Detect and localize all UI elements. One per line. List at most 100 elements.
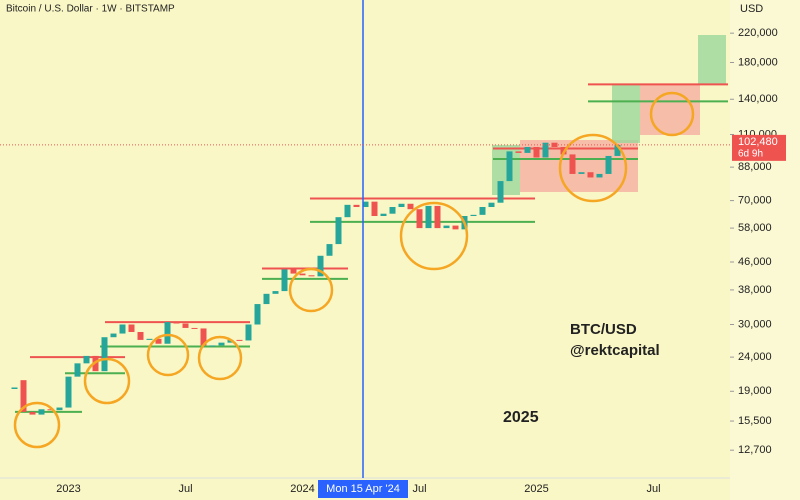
circle xyxy=(288,267,334,313)
levels xyxy=(15,83,728,413)
candle-body xyxy=(587,172,594,178)
candle-body xyxy=(425,205,432,229)
x-tick-label: 2025 xyxy=(524,483,548,495)
circle xyxy=(399,201,469,271)
candle-body xyxy=(74,363,81,377)
candle-body xyxy=(218,342,225,346)
candle-body xyxy=(11,387,18,389)
candle-body xyxy=(191,327,198,329)
candle-body xyxy=(308,275,315,277)
candle-body xyxy=(416,209,423,229)
y-tick-label: 19,000 xyxy=(738,385,772,397)
candle-body xyxy=(236,339,243,341)
candle-body xyxy=(209,345,216,347)
x-tick-label: 2024 xyxy=(290,483,314,495)
candle-body xyxy=(254,304,261,325)
x-tick-label: 2023 xyxy=(56,483,80,495)
chart-title: Bitcoin / U.S. Dollar · 1W · BITSTAMP xyxy=(6,4,175,15)
candle-body xyxy=(137,331,144,340)
y-axis: 220,000180,000140,000110,00088,00070,000… xyxy=(0,27,786,456)
y-tick-label: 140,000 xyxy=(738,93,778,105)
x-axis: 2023 Jul 2024 Jul 2025 Jul xyxy=(56,483,660,495)
y-tick-label: 15,500 xyxy=(738,415,772,427)
candle-body xyxy=(146,338,153,340)
candle-body xyxy=(164,322,171,344)
candle-body xyxy=(56,407,63,411)
y-tick-label: 46,000 xyxy=(738,256,772,268)
crosshair-label: Mon 15 Apr '24 xyxy=(326,483,400,495)
candle-body xyxy=(128,324,135,332)
last-price-label: 102,480 xyxy=(738,136,778,148)
candle-body xyxy=(119,324,126,334)
y-tick-label: 30,000 xyxy=(738,318,772,330)
candle-body xyxy=(551,142,558,147)
candle-body xyxy=(173,322,180,324)
x-tick-label: Jul xyxy=(178,483,192,495)
currency: USD xyxy=(740,3,763,15)
circle xyxy=(13,401,61,449)
candle-body xyxy=(533,146,540,158)
candle-body xyxy=(398,203,405,208)
candle-body xyxy=(245,324,252,341)
y-tick-label: 220,000 xyxy=(738,27,778,39)
candles xyxy=(11,142,621,415)
candle-body xyxy=(272,291,279,294)
y-axis-panel xyxy=(730,0,800,500)
candle-body xyxy=(452,225,459,230)
circle xyxy=(83,357,131,405)
y-tick-label: 70,000 xyxy=(738,195,772,207)
candle-body xyxy=(362,201,369,208)
candle-body xyxy=(605,155,612,174)
candle-body xyxy=(614,144,621,156)
candle-body xyxy=(110,333,117,338)
candle-body xyxy=(380,213,387,217)
last-price-tag xyxy=(732,134,786,161)
candle-body xyxy=(569,154,576,174)
candle-body xyxy=(65,376,72,408)
y-tick-label: 58,000 xyxy=(738,222,772,234)
green-box xyxy=(612,85,640,143)
circles xyxy=(13,91,695,449)
annotation: 2025 xyxy=(503,409,539,426)
crosshair-tag xyxy=(318,480,408,498)
candle-body xyxy=(524,146,531,153)
candle-body xyxy=(515,151,522,153)
candle-body xyxy=(596,173,603,178)
candle-body xyxy=(227,339,234,343)
candle-body xyxy=(200,328,207,346)
candle-body xyxy=(353,204,360,208)
y-tick-label: 38,000 xyxy=(738,284,772,296)
candle-body xyxy=(488,202,495,208)
y-tick-label: 24,000 xyxy=(738,351,772,363)
y-tick-label: 88,000 xyxy=(738,161,772,173)
countdown: 6d 9h xyxy=(738,149,763,160)
x-tick-label: Jul xyxy=(412,483,426,495)
candle-body xyxy=(389,207,396,214)
candle-body xyxy=(470,214,477,217)
candle-body xyxy=(29,411,36,415)
candle-body xyxy=(290,269,297,274)
candle-body xyxy=(506,151,513,182)
candle-body xyxy=(182,323,189,328)
green-box xyxy=(492,145,520,195)
circle xyxy=(558,133,628,203)
candle-body xyxy=(317,255,324,277)
candle-body xyxy=(443,225,450,229)
circle xyxy=(197,335,243,381)
x-tick-label: Jul xyxy=(646,483,660,495)
candle-body xyxy=(20,380,27,412)
candle-body xyxy=(101,337,108,372)
candle-body xyxy=(479,207,486,215)
candle-body xyxy=(38,409,45,415)
annotation: @rektcapital xyxy=(570,342,660,359)
candle-body xyxy=(578,172,585,174)
candle-body xyxy=(155,338,162,344)
candle-body xyxy=(47,409,54,411)
circle xyxy=(146,333,190,377)
annotation: BTC/USD xyxy=(570,321,637,338)
candle-body xyxy=(371,201,378,217)
y-tick-label: 12,700 xyxy=(738,444,772,456)
